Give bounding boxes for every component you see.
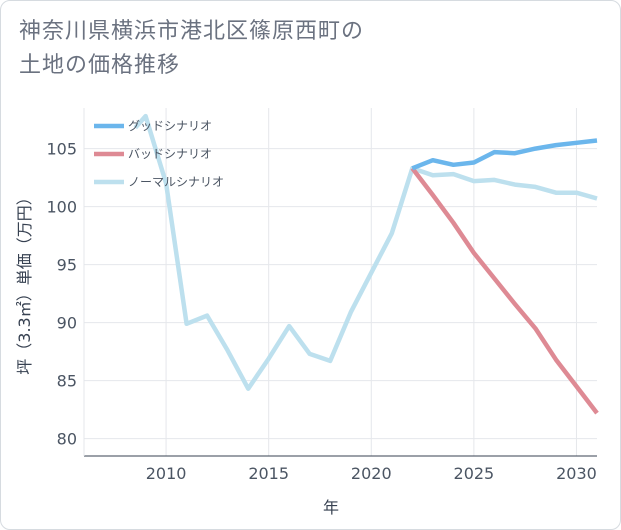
chart-title: 神奈川県横浜市港北区篠原西町の 土地の価格推移 [19, 15, 364, 83]
y-tick-label: 80 [57, 430, 77, 449]
chart-title-line-1: 神奈川県横浜市港北区篠原西町の [19, 19, 365, 44]
y-tick-label: 105 [46, 140, 77, 159]
y-tick-labels: 80 85 90 95 100 105 [46, 140, 77, 449]
x-tick-label: 2015 [248, 464, 289, 483]
chart-title-line-2: 土地の価格推移 [19, 53, 181, 78]
x-tick-labels: 2010 2015 2020 2025 2030 [146, 464, 597, 483]
series-lines [133, 113, 599, 415]
legend-label: ノーマルシナリオ [128, 175, 224, 189]
grid [84, 108, 597, 456]
series-line-1 [410, 166, 599, 415]
x-tick-label: 2010 [146, 464, 187, 483]
series-line-0 [411, 138, 598, 171]
legend-label: グッドシナリオ [128, 119, 212, 133]
legend-label: バッドシナリオ [128, 147, 212, 161]
x-tick-label: 2020 [351, 464, 392, 483]
x-axis-label: 年 [323, 498, 339, 517]
y-axis-label: 坪（3.3㎡）単価（万円） [15, 189, 34, 374]
y-tick-label: 95 [57, 256, 77, 275]
series-line-2 [133, 113, 598, 391]
y-tick-label: 90 [57, 314, 77, 333]
y-tick-label: 85 [57, 372, 77, 391]
y-tick-label: 100 [46, 198, 77, 217]
x-tick-label: 2030 [556, 464, 597, 483]
x-tick-label: 2025 [454, 464, 495, 483]
